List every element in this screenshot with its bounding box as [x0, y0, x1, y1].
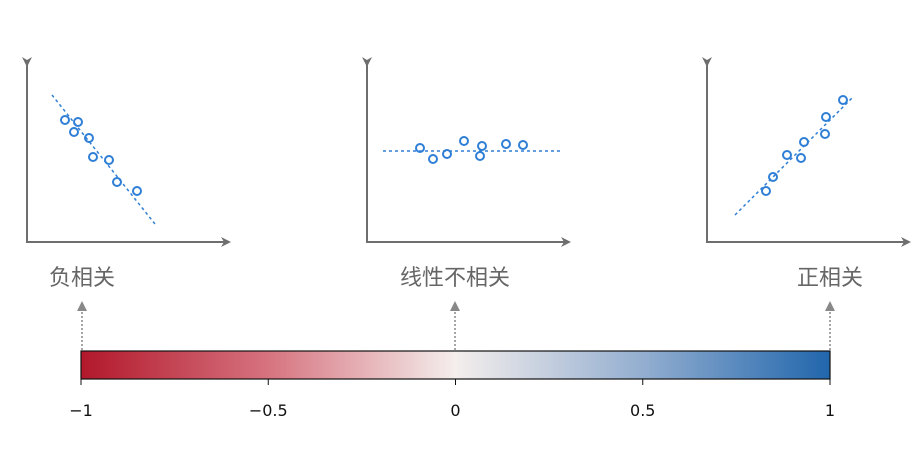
points — [60, 115, 142, 196]
tick-label: −1 — [69, 401, 93, 420]
panel-label: 线性不相关 — [400, 266, 510, 291]
colorbar — [80, 350, 831, 380]
trend-line — [51, 94, 156, 225]
panel-negative: 负相关 — [22, 57, 231, 291]
axes — [702, 57, 911, 247]
points — [761, 95, 848, 196]
tick-label: −0.5 — [249, 401, 288, 420]
panel-label: 负相关 — [49, 266, 115, 291]
points — [415, 136, 528, 164]
trend-line — [734, 96, 854, 216]
panel-label: 正相关 — [797, 266, 863, 291]
axes — [362, 57, 571, 247]
axes — [22, 57, 231, 247]
tick-label: 0 — [450, 401, 460, 420]
tick-label: 1 — [825, 401, 835, 420]
panel-positive: 正相关 — [702, 57, 911, 291]
tick-label: 0.5 — [630, 401, 655, 420]
panel-none: 线性不相关 — [362, 57, 571, 291]
colorbar-ticks: −1 −0.5 0 0.5 1 — [69, 379, 835, 420]
